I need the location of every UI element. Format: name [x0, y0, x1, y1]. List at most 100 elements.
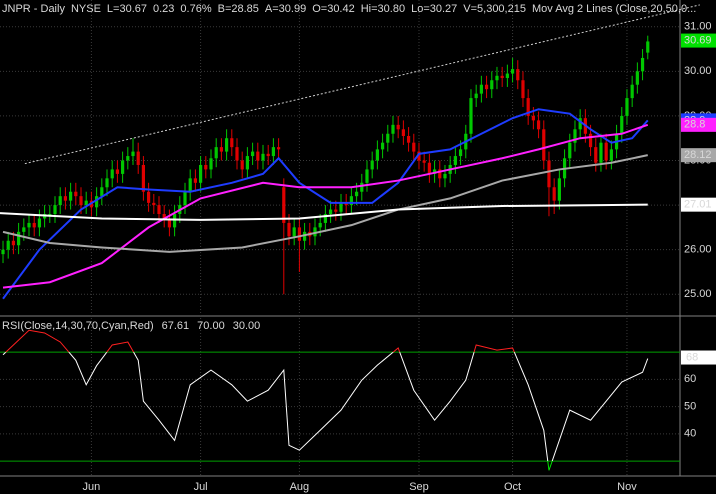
candle-body [198, 164, 203, 183]
candle-body [17, 231, 21, 246]
header-text: B=28.85 [218, 3, 259, 15]
candle-body [588, 133, 593, 148]
rsi-tag [681, 350, 716, 365]
candle-body [11, 240, 16, 246]
candle-body [79, 196, 83, 206]
header-text: A=30.99 [265, 3, 306, 15]
candle-body [370, 160, 374, 170]
candle-body [479, 84, 483, 94]
candle-body [157, 205, 161, 215]
candle-body [391, 124, 395, 134]
candle-body [84, 200, 88, 206]
price-tag-label: 28.12 [684, 149, 712, 161]
candle-body [318, 222, 322, 228]
rsi-line [2, 352, 649, 462]
candle-body [422, 160, 426, 163]
candle-body [453, 156, 457, 165]
x-tick-label: Aug [290, 481, 310, 493]
candle-body [167, 218, 172, 228]
price-tag [681, 197, 716, 212]
candle-body [22, 227, 26, 232]
candle-body [521, 80, 525, 99]
candle-body [354, 191, 359, 197]
candle-body [646, 41, 650, 53]
header-text: Hi=30.80 [361, 3, 405, 15]
candle-body [349, 196, 353, 206]
candles [1, 35, 650, 295]
candle-body [640, 57, 645, 72]
candle-body [297, 227, 301, 241]
candle-body [386, 133, 390, 143]
candle-body [188, 178, 192, 192]
rsi-tag-label: 68 [686, 351, 698, 363]
header-text: NYSE [71, 3, 101, 15]
candle-body [6, 240, 10, 250]
candle-body [427, 162, 431, 174]
candle-body [328, 209, 333, 215]
candle-body [406, 135, 411, 143]
candle-body [438, 169, 442, 179]
candle-body [276, 147, 281, 150]
candle-body [412, 142, 416, 152]
candle-body [625, 98, 629, 116]
candle-body [204, 164, 208, 170]
candle-body [443, 173, 447, 179]
rsi-tick-label: 40 [684, 428, 696, 440]
candle-body [126, 156, 130, 161]
candle-body [282, 187, 286, 223]
candle-body [37, 218, 42, 228]
candle-body [219, 147, 223, 152]
candle-body [620, 115, 624, 134]
rsi-header-text: 70.00 [197, 320, 225, 332]
header-text: JNPR - Daily [2, 3, 65, 15]
candle-body [604, 142, 608, 161]
candle-body [432, 169, 437, 174]
moving-average-line [2, 123, 649, 289]
candle-body [100, 187, 104, 197]
candle-body [209, 158, 213, 170]
header-text: V=5,300,215 [463, 3, 526, 15]
rsi-tick-label: 50 [684, 400, 696, 412]
candle-body [193, 178, 197, 183]
candle-body [401, 129, 405, 136]
candle-body [266, 153, 270, 157]
x-tick-label: Jun [83, 481, 101, 493]
rsi-header-text: 67.61 [162, 320, 190, 332]
header-text: Lo=30.27 [411, 3, 457, 15]
moving-average-line [2, 108, 649, 300]
candle-body [287, 222, 291, 237]
candle-body [505, 73, 509, 79]
candle-body [469, 98, 473, 134]
candle-body [147, 191, 151, 203]
candle-body [292, 227, 296, 237]
candle-body [531, 115, 535, 121]
candle-body [323, 214, 327, 223]
candle-body [53, 205, 57, 215]
price-tag [681, 148, 716, 163]
candle-body [490, 80, 494, 90]
candle-body [396, 124, 400, 130]
candle-body [256, 151, 260, 161]
header-text: 0.23 [153, 3, 174, 15]
candle-body [152, 202, 156, 206]
candle-body [578, 118, 582, 130]
y-tick-label: 25.00 [684, 288, 712, 300]
candle-body [115, 169, 120, 174]
candle-body [183, 191, 187, 206]
candle-body [573, 129, 577, 143]
candle-body [474, 93, 478, 99]
candle-body [245, 156, 249, 170]
candle-body [417, 151, 421, 161]
candle-body [458, 149, 463, 157]
candle-body [547, 160, 551, 188]
candle-body [74, 191, 78, 197]
x-tick-label: Nov [617, 481, 637, 493]
x-tick-label: Oct [504, 481, 521, 493]
y-tick-label: 26.00 [684, 244, 712, 256]
candle-body [32, 222, 36, 228]
rsi-tick-label: 60 [684, 373, 696, 385]
candle-body [58, 196, 62, 206]
candle-body [510, 69, 515, 74]
